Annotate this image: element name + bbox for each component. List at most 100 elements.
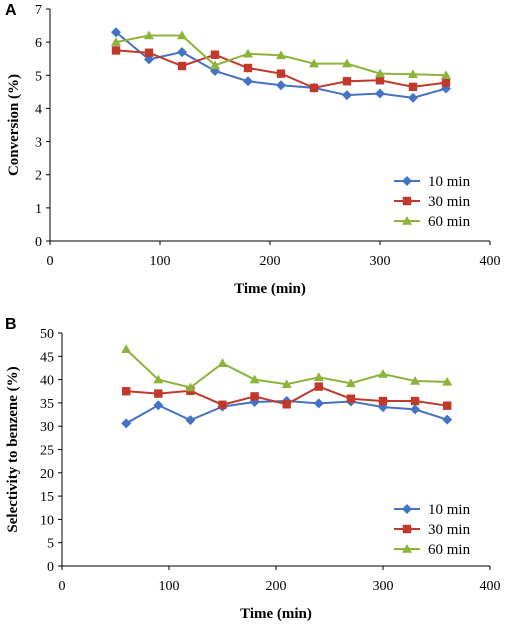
data-point <box>210 50 220 59</box>
data-point <box>153 374 164 384</box>
data-point <box>144 30 154 40</box>
data-point <box>441 70 451 80</box>
x-tick-label: 0 <box>47 254 54 269</box>
data-point <box>408 82 418 92</box>
data-point <box>177 47 187 58</box>
panel-b: B 0 5 10 15 20 25 30 35 40 45 50 0 100 200 300 400 Time (… <box>5 316 501 622</box>
data-point <box>410 375 421 385</box>
data-point <box>111 27 121 38</box>
data-point <box>441 78 451 87</box>
y-tick-label: 45 <box>40 350 54 365</box>
data-point <box>342 58 352 68</box>
data-point <box>378 396 388 406</box>
data-point <box>378 369 388 378</box>
x-tick-label: 0 <box>59 579 66 594</box>
data-point <box>375 76 385 85</box>
data-point <box>249 374 260 384</box>
legend-label: 30 min <box>428 194 471 210</box>
x-tick-label: 200 <box>260 254 281 269</box>
data-point <box>442 376 453 386</box>
x-axis-label: Time (min) <box>240 606 312 622</box>
data-point <box>276 80 286 91</box>
data-point <box>144 48 154 57</box>
x-tick-label: 100 <box>159 579 180 594</box>
x-axis-label: Time (min) <box>234 281 306 297</box>
y-tick-label: 0 <box>47 560 54 575</box>
data-point <box>122 387 131 396</box>
data-point <box>313 372 324 382</box>
legend-marker <box>402 196 412 206</box>
series-30-min <box>122 382 452 410</box>
data-point <box>121 418 132 429</box>
y-tick-label: 15 <box>40 490 54 505</box>
data-point <box>314 382 323 391</box>
data-point <box>375 88 385 99</box>
y-tick-label: 7 <box>35 3 42 18</box>
data-point <box>410 404 421 415</box>
y-tick-label: 0 <box>35 235 42 250</box>
legend-label: 10 min <box>428 502 471 518</box>
data-point <box>177 61 187 71</box>
y-axis-label: Selectivity to benzene (%) <box>5 366 21 532</box>
legend-marker <box>402 524 412 534</box>
x-tick-label: 300 <box>370 254 391 269</box>
panel-a: A 0 1 2 3 4 5 6 7 0 100 200 300 400 Time (min) Conversi… <box>5 2 501 297</box>
y-tick-label: 40 <box>40 374 54 389</box>
x-tick-label: 400 <box>480 254 501 269</box>
y-tick-label: 10 <box>40 513 54 528</box>
y-tick-label: 6 <box>35 36 42 51</box>
y-tick-label: 35 <box>40 397 54 412</box>
panel-label: A <box>5 2 17 19</box>
y-tick-label: 5 <box>35 69 42 84</box>
y-tick-label: 50 <box>40 327 54 342</box>
y-tick-label: 30 <box>40 420 54 435</box>
legend-label: 30 min <box>428 522 471 538</box>
data-point <box>111 46 121 55</box>
data-point <box>309 83 319 93</box>
y-tick-label: 3 <box>35 136 42 151</box>
series-10-min <box>111 27 451 103</box>
data-point <box>313 398 324 409</box>
data-point <box>281 379 292 389</box>
data-point <box>185 382 196 392</box>
y-tick-label: 25 <box>40 444 54 459</box>
y-axis-label: Conversion (%) <box>6 74 22 176</box>
data-point <box>342 77 352 86</box>
data-point <box>218 400 227 409</box>
data-point <box>375 68 385 78</box>
legend-entry: 10 min <box>394 174 471 190</box>
data-point <box>243 76 253 87</box>
data-point <box>276 69 286 78</box>
legend-entry: 30 min <box>394 194 471 210</box>
data-point <box>243 48 253 58</box>
legend-label: 60 min <box>428 214 471 230</box>
y-tick-label: 2 <box>35 169 42 184</box>
legend-label: 10 min <box>428 174 471 190</box>
data-point <box>217 358 228 368</box>
y-tick-label: 1 <box>35 202 42 217</box>
x-tick-label: 100 <box>150 254 171 269</box>
y-tick-label: 20 <box>40 467 54 482</box>
series-60-min <box>121 344 453 392</box>
legend-marker <box>402 176 412 186</box>
legend-entry: 60 min <box>394 214 471 230</box>
data-point <box>443 401 452 410</box>
y-tick-label: 4 <box>35 102 42 117</box>
x-tick-label: 300 <box>373 579 394 594</box>
legend-entry: 60 min <box>394 542 471 558</box>
data-point <box>345 378 356 388</box>
data-point <box>276 50 286 60</box>
data-point <box>243 63 253 73</box>
data-point <box>408 92 418 103</box>
y-tick-label: 5 <box>47 537 54 552</box>
data-point <box>342 90 352 101</box>
data-point <box>282 400 291 409</box>
legend-label: 60 min <box>428 542 471 558</box>
series-30-min <box>111 46 451 93</box>
data-point <box>408 69 418 79</box>
data-point <box>111 37 121 46</box>
legend-marker <box>402 544 412 553</box>
data-point <box>309 58 319 68</box>
x-tick-label: 200 <box>266 579 287 594</box>
